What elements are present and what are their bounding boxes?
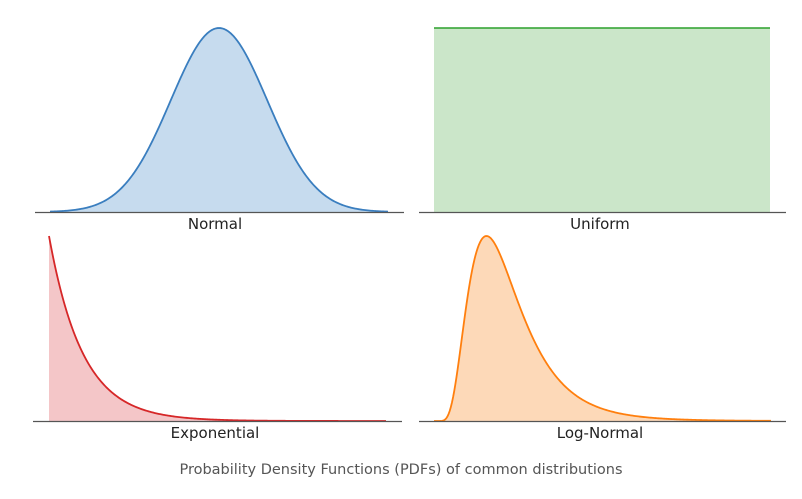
panel-label-log-normal: Log-Normal bbox=[556, 424, 644, 442]
panel-label-normal: Normal bbox=[187, 215, 243, 233]
normal-curve bbox=[49, 27, 389, 213]
panel-label-uniform: Uniform bbox=[570, 215, 630, 233]
panel-label-exponential: Exponential bbox=[170, 424, 260, 442]
log-normal-curve bbox=[434, 235, 772, 422]
panel-log-normal bbox=[419, 235, 786, 423]
log-normal-area bbox=[434, 236, 771, 421]
panel-normal bbox=[35, 27, 404, 214]
panel-uniform bbox=[419, 27, 786, 214]
uniform-area bbox=[434, 28, 770, 212]
panel-exponential bbox=[33, 235, 402, 423]
exponential-area bbox=[49, 236, 386, 421]
normal-area bbox=[50, 28, 388, 212]
figure-caption: Probability Density Functions (PDFs) of … bbox=[179, 462, 623, 478]
